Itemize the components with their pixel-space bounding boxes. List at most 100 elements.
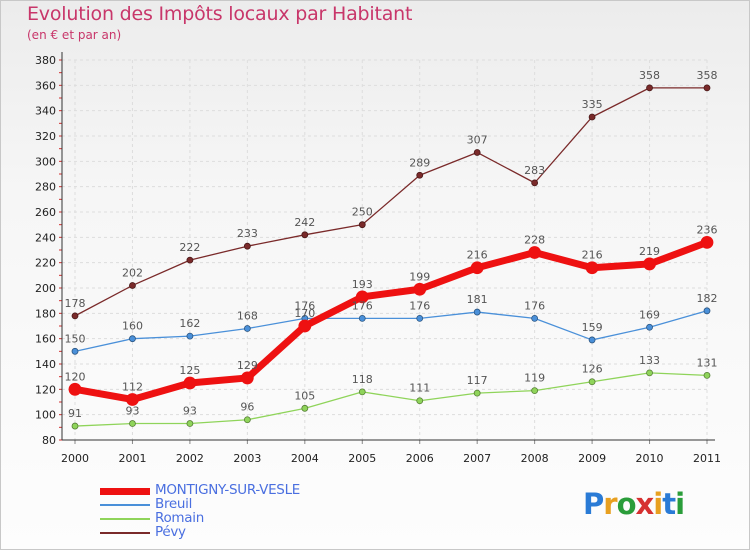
data-label-romain: 91 — [68, 407, 82, 420]
data-label-breuil: 181 — [467, 293, 488, 306]
data-point-breuil — [473, 308, 481, 316]
data-point-breuil — [588, 336, 596, 344]
data-point-p-vy — [186, 256, 194, 264]
data-label-romain: 119 — [524, 372, 545, 385]
data-label-p-vy: 178 — [65, 297, 86, 310]
data-point-p-vy — [416, 171, 424, 179]
data-label-montigny-sur-vesle: 125 — [179, 364, 200, 377]
data-label-p-vy: 283 — [524, 164, 545, 177]
data-label-p-vy: 358 — [697, 69, 718, 82]
data-point-romain — [71, 422, 79, 430]
data-point-montigny-sur-vesle — [126, 393, 139, 406]
y-tick-label: 260 — [35, 206, 56, 219]
data-point-p-vy — [129, 282, 136, 289]
data-label-p-vy: 358 — [639, 69, 660, 82]
data-point-breuil — [646, 323, 653, 331]
y-tick-label: 380 — [35, 54, 56, 67]
data-point-montigny-sur-vesle — [183, 376, 197, 390]
x-axis-ticks: 2000 2001 2002 2003 2004 2005 2006 2007 2008 2009… — [61, 452, 721, 465]
data-point-romain — [358, 388, 366, 396]
data-label-breuil: 182 — [697, 292, 718, 305]
data-point-montigny-sur-vesle — [355, 290, 369, 304]
y-tick-label: 200 — [35, 282, 56, 295]
y-tick-label: 100 — [35, 409, 56, 422]
data-point-breuil — [703, 307, 711, 315]
data-point-p-vy — [71, 312, 79, 320]
x-tick-label: 2011 — [693, 452, 721, 465]
data-label-p-vy: 242 — [294, 216, 315, 229]
chart-subtitle: (en € et par an) — [27, 28, 122, 42]
data-point-montigny-sur-vesle — [585, 261, 599, 275]
data-label-romain: 131 — [697, 356, 718, 369]
data-label-p-vy: 202 — [122, 266, 143, 279]
data-label-p-vy: 250 — [352, 206, 373, 219]
data-label-p-vy: 289 — [409, 156, 430, 169]
series-line-p-vy — [74, 87, 708, 317]
y-tick-label: 180 — [35, 307, 56, 320]
legend-item-montigny[interactable]: MONTIGNY-SUR-VESLE — [100, 483, 400, 498]
y-tick-label: 220 — [35, 257, 56, 270]
proxiti-logo: Proxiti — [583, 487, 685, 521]
legend-swatch-pevy — [100, 532, 150, 534]
y-tick-label: 140 — [35, 358, 56, 371]
y-tick-label: 160 — [35, 333, 56, 346]
data-point-romain — [186, 420, 194, 427]
data-point-p-vy — [588, 113, 596, 121]
data-label-romain: 117 — [467, 374, 488, 387]
data-point-montigny-sur-vesle — [298, 319, 312, 333]
data-point-breuil — [129, 335, 136, 343]
data-label-breuil: 176 — [409, 299, 430, 312]
data-label-montigny-sur-vesle: 170 — [294, 307, 315, 320]
data-point-romain — [129, 420, 136, 427]
data-point-p-vy — [358, 221, 366, 229]
legend-swatch-breuil — [100, 504, 150, 506]
data-point-romain — [646, 369, 653, 377]
data-point-romain — [473, 389, 481, 397]
data-label-romain: 93 — [125, 405, 139, 418]
legend-swatch-romain — [100, 518, 150, 520]
data-label-breuil: 150 — [65, 332, 86, 345]
x-tick-label: 2009 — [578, 452, 606, 465]
data-point-breuil — [531, 314, 539, 322]
y-axis-ticks: 80 100 120 140 160 180 200 220 240 260 280 300 320 34… — [35, 54, 56, 447]
legend-item-romain[interactable]: Romain — [100, 511, 400, 526]
data-label-breuil: 162 — [179, 317, 200, 330]
data-point-montigny-sur-vesle — [240, 371, 254, 385]
data-point-montigny-sur-vesle — [528, 246, 542, 259]
grid — [62, 59, 708, 441]
x-tick-label: 2006 — [406, 452, 434, 465]
data-label-breuil: 176 — [524, 299, 545, 312]
legend: MONTIGNY-SUR-VESLE Breuil Romain Pévy — [100, 483, 400, 540]
data-label-montigny-sur-vesle: 219 — [639, 245, 660, 258]
chart-title: Evolution des Impôts locaux par Habitant — [27, 3, 413, 25]
y-tick-label: 320 — [35, 130, 56, 143]
data-label-romain: 96 — [240, 401, 254, 414]
x-tick-label: 2007 — [463, 452, 491, 465]
data-point-montigny-sur-vesle — [700, 235, 714, 249]
legend-item-pevy[interactable]: Pévy — [100, 524, 400, 540]
data-point-breuil — [71, 347, 79, 355]
series-line-montigny-sur-vesle — [71, 238, 711, 403]
data-point-montigny-sur-vesle — [643, 257, 656, 271]
y-tick-label: 240 — [35, 231, 56, 244]
x-tick-label: 2000 — [61, 452, 89, 465]
data-label-p-vy: 233 — [237, 227, 258, 240]
data-point-breuil — [358, 314, 366, 322]
data-label-romain: 105 — [294, 389, 315, 402]
data-label-romain: 126 — [582, 363, 603, 376]
y-tick-label: 120 — [35, 383, 56, 396]
legend-label-pevy: Pévy — [155, 524, 186, 540]
data-label-montigny-sur-vesle: 120 — [65, 370, 86, 383]
x-tick-label: 2008 — [521, 452, 549, 465]
data-point-montigny-sur-vesle — [413, 282, 427, 296]
legend-item-breuil[interactable]: Breuil — [100, 497, 400, 512]
data-label-romain: 93 — [183, 405, 197, 418]
data-label-breuil: 169 — [639, 308, 660, 321]
data-point-p-vy — [703, 84, 711, 92]
axes — [59, 52, 715, 444]
legend-swatch-montigny — [100, 488, 150, 495]
x-tick-label: 2001 — [118, 452, 146, 465]
y-tick-label: 80 — [42, 434, 56, 447]
y-tick-label: 280 — [35, 181, 56, 194]
data-label-montigny-sur-vesle: 216 — [467, 249, 488, 262]
